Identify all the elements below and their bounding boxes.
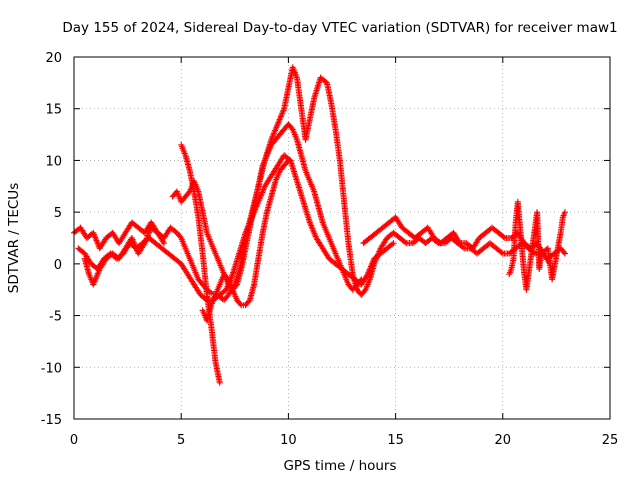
data-point (402, 239, 409, 246)
x-tick-label: 15 (387, 433, 404, 448)
data-point (561, 250, 568, 257)
series-trace-a (71, 64, 568, 304)
data-point (288, 125, 295, 132)
data-point (498, 249, 505, 256)
x-axis-label: GPS time / hours (283, 458, 396, 474)
series-trace-e (81, 224, 168, 288)
x-tick-label: 0 (70, 433, 78, 448)
y-tick-label: 10 (45, 154, 62, 169)
data-point (284, 158, 291, 165)
data-point (390, 240, 397, 247)
axis-ticks (73, 56, 611, 420)
y-tick-label: 20 (45, 51, 62, 66)
y-tick-label: 0 (54, 258, 62, 273)
series-trace-h (506, 198, 568, 293)
data-point (361, 288, 368, 295)
y-axis-label: SDTVAR / TECUs (6, 183, 22, 293)
y-tick-label: 5 (54, 206, 62, 221)
x-tick-labels: 0 5 10 15 20 25 (70, 433, 618, 448)
chart-title: Day 155 of 2024, Sidereal Day-to-day VTE… (62, 20, 617, 36)
data-marks (71, 64, 568, 386)
data-point (185, 189, 192, 196)
series-trace-c (178, 141, 223, 386)
plot-frame (73, 56, 611, 420)
x-tick-label: 20 (495, 433, 512, 448)
data-point (500, 233, 507, 240)
y-tick-label: -10 (41, 361, 62, 376)
data-point (216, 379, 223, 386)
data-point (177, 233, 184, 240)
data-point (358, 276, 365, 283)
grid (74, 57, 610, 419)
y-tick-label: 15 (45, 103, 62, 118)
data-point (561, 209, 568, 216)
data-point (285, 157, 292, 164)
x-tick-label: 25 (602, 433, 619, 448)
data-point (161, 240, 168, 247)
data-point (389, 241, 396, 248)
data-point (560, 249, 567, 256)
y-tick-label: -5 (49, 310, 62, 325)
y-tick-labels: -15 -10 -5 0 5 10 15 20 (41, 51, 62, 428)
x-tick-label: 5 (177, 433, 185, 448)
series-trace-d (169, 121, 365, 293)
data-point (224, 275, 231, 282)
data-point (357, 277, 364, 284)
x-tick-label: 10 (280, 433, 297, 448)
data-point (237, 300, 244, 307)
y-tick-label: -15 (41, 413, 62, 428)
series-trace-f (199, 157, 292, 324)
